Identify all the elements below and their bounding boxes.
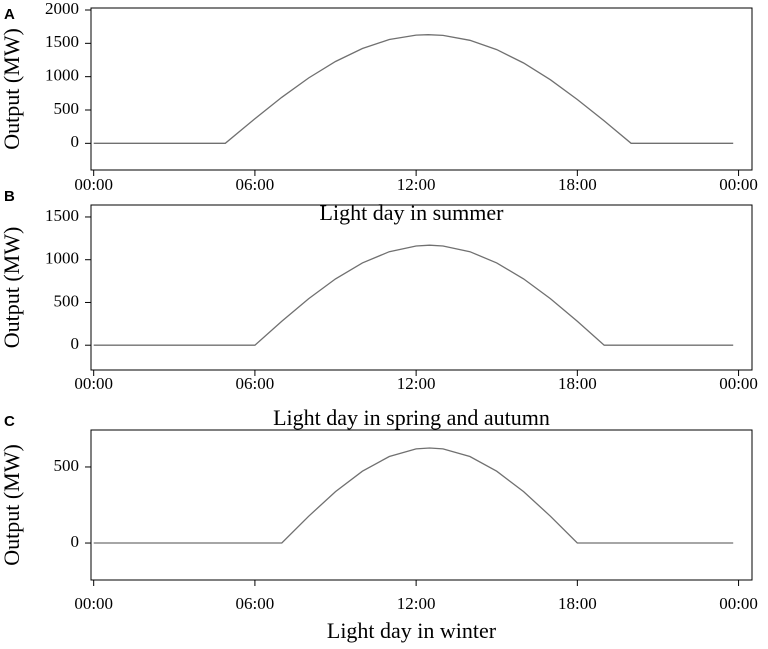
line xyxy=(93,447,734,544)
x-axis-label: Light day in spring and autumn xyxy=(273,405,550,430)
y-tick-label: 0 xyxy=(71,132,80,151)
plot-frame xyxy=(90,429,753,581)
x-tick-label: 12:00 xyxy=(397,594,436,613)
x-tick-label: 18:00 xyxy=(558,175,597,194)
panel-letter: A xyxy=(4,6,15,23)
x-tick-label: 06:00 xyxy=(236,374,275,393)
y-tick-label: 500 xyxy=(54,456,80,475)
y-axis-label: Output (MW) xyxy=(0,28,24,150)
plot-frame xyxy=(90,204,753,371)
panel-letter: C xyxy=(4,413,15,430)
plot-frame xyxy=(90,7,753,171)
y-tick-label: 500 xyxy=(54,291,80,310)
x-tick-label: 00:00 xyxy=(74,594,113,613)
y-tick-label: 500 xyxy=(54,99,80,118)
x-tick-label: 18:00 xyxy=(558,594,597,613)
x-tick-label: 12:00 xyxy=(397,374,436,393)
y-axis-label: Output (MW) xyxy=(0,444,24,566)
x-tick-label: 06:00 xyxy=(236,594,275,613)
x-axis-label: Light day in summer xyxy=(320,200,505,225)
y-tick-label: 0 xyxy=(71,334,80,353)
x-tick-label: 06:00 xyxy=(236,175,275,194)
panel-letter: B xyxy=(4,188,15,205)
x-axis-label: Light day in winter xyxy=(327,618,497,643)
x-tick-label: 00:00 xyxy=(74,175,113,194)
y-tick-label: 1500 xyxy=(45,206,79,225)
y-tick-label: 0 xyxy=(71,532,80,551)
x-tick-label: 18:00 xyxy=(558,374,597,393)
x-tick-label: 00:00 xyxy=(719,175,758,194)
y-tick-label: 2000 xyxy=(45,0,79,18)
line xyxy=(93,34,734,144)
x-tick-label: 12:00 xyxy=(397,175,436,194)
x-tick-label: 00:00 xyxy=(74,374,113,393)
line xyxy=(93,244,734,346)
y-axis-label: Output (MW) xyxy=(0,227,24,349)
x-tick-label: 00:00 xyxy=(719,374,758,393)
y-tick-label: 1500 xyxy=(45,32,79,51)
y-tick-label: 1000 xyxy=(45,249,79,268)
y-tick-label: 1000 xyxy=(45,66,79,85)
x-tick-label: 00:00 xyxy=(719,594,758,613)
